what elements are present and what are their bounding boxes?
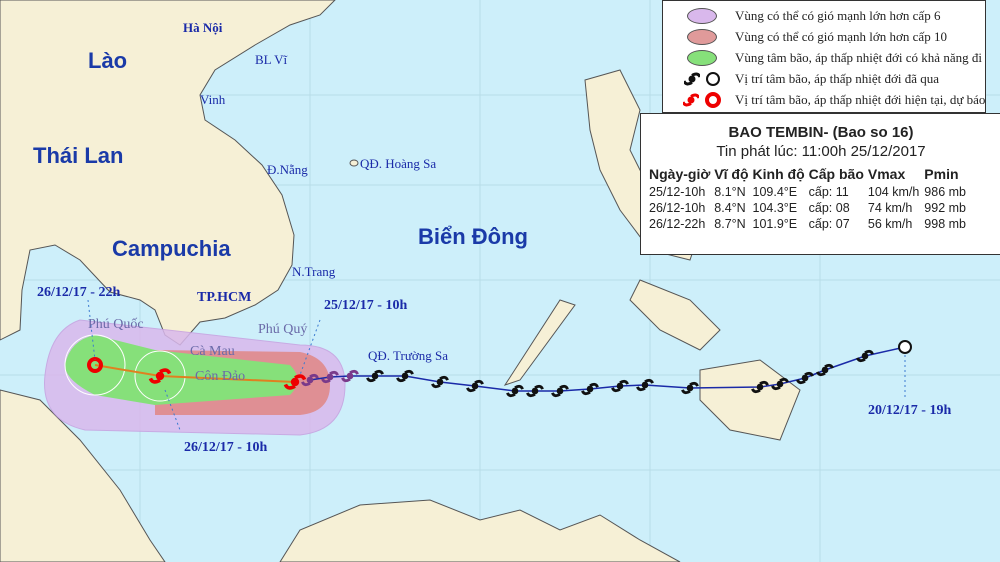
red-storm-icon xyxy=(683,93,699,106)
label-time-26-22h: 26/12/17 - 22h xyxy=(37,285,121,300)
label-time-20-19h: 20/12/17 - 19h xyxy=(868,403,952,418)
mindanao xyxy=(699,359,801,441)
past-storm-icon xyxy=(366,369,384,383)
current-storm-icon xyxy=(283,374,307,390)
past-storm-icon xyxy=(526,384,544,398)
past-storm-icon xyxy=(856,349,874,363)
past-storm-icon xyxy=(321,370,339,384)
forecast-storm-icon xyxy=(148,368,172,384)
past-storm-icon xyxy=(431,375,449,389)
mainland xyxy=(0,0,336,346)
palawan xyxy=(503,299,576,386)
label-tphcm: TP.HCM xyxy=(197,290,252,305)
label-truong-sa: QĐ. Trường Sa xyxy=(368,348,449,363)
past-storm-icon xyxy=(681,381,699,395)
label-danang: Đ.Nẵng xyxy=(267,162,308,177)
violet-ellipse-icon xyxy=(687,7,717,24)
legend-item: Vùng tâm bão, áp thấp nhiệt đới có khả n… xyxy=(663,47,985,68)
borneo xyxy=(279,499,681,562)
black-storm-icon xyxy=(684,72,700,85)
green-ellipse-icon xyxy=(687,49,717,66)
table-row: 26/12-10h 8.4°N 104.3°E cấp: 08 74 km/h 992 m… xyxy=(649,201,966,215)
label-hoang-sa: QĐ. Hoàng Sa xyxy=(360,156,437,171)
past-storm-icon xyxy=(466,379,484,393)
storm-info-panel: BAO TEMBIN- (Bao so 16) Tin phát lúc: 11… xyxy=(640,113,1000,255)
malay-peninsula xyxy=(0,389,166,562)
past-track xyxy=(301,346,906,398)
label-vinh: Vinh xyxy=(200,92,226,107)
legend-item: Vùng có thể có gió mạnh lớn hơn cấp 10 xyxy=(663,26,985,47)
past-storm-icon xyxy=(611,379,629,393)
past-storm-icon xyxy=(506,384,524,398)
label-con-dao: Côn Đảo xyxy=(195,369,246,384)
label-phu-quy: Phú Quý xyxy=(258,322,308,337)
past-storm-icon xyxy=(581,382,599,396)
past-storm-icon xyxy=(301,373,319,387)
label-time-25-10h: 25/12/17 - 10h xyxy=(324,298,408,313)
forecast-zones xyxy=(44,319,346,436)
past-storm-icon xyxy=(751,380,769,394)
leader-lines xyxy=(87,299,906,431)
table-row: 25/12-10h 8.1°N 109.4°E cấp: 11 104 km/h 986 … xyxy=(649,185,966,199)
legend-item: Vùng có thể có gió mạnh lớn hơn cấp 6 xyxy=(663,5,985,26)
label-phu-quoc: Phú Quốc xyxy=(88,317,144,332)
storm-title: BAO TEMBIN- (Bao so 16) xyxy=(728,124,914,141)
forecast-positions xyxy=(87,340,912,390)
black-circle-icon xyxy=(706,71,720,86)
forecast-table: Ngày-giờ Vĩ độ Kinh độ Cấp bão Vmax Pmin 25/1… xyxy=(649,164,971,232)
forecast-point xyxy=(87,357,103,373)
label-bien-dong: Biển Đông xyxy=(418,224,528,249)
past-storm-icon xyxy=(636,378,654,392)
start-point xyxy=(898,340,912,354)
label-nha-trang: N.Trang xyxy=(292,264,336,279)
red-ellipse-icon xyxy=(687,28,717,45)
legend-item: Vị trí tâm bão, áp thấp nhiệt đới đã qua xyxy=(663,68,985,89)
legend-item: Vị trí tâm bão, áp thấp nhiệt đới hiện t… xyxy=(663,89,985,110)
past-storm-icon xyxy=(341,369,359,383)
label-hanoi: Hà Nội xyxy=(183,20,223,35)
label-ca-mau: Cà Mau xyxy=(190,344,235,359)
label-bl-vi: BL Vĩ xyxy=(255,52,288,67)
label-thailand: Thái Lan xyxy=(33,143,124,168)
past-storm-icon xyxy=(396,369,414,383)
label-cambodia: Campuchia xyxy=(112,236,231,261)
label-laos: Lào xyxy=(88,48,128,73)
legend: Vùng có thể có gió mạnh lớn hơn cấp 6 Vù… xyxy=(662,0,986,113)
red-circle-icon xyxy=(705,91,721,108)
past-storm-icon xyxy=(816,363,834,377)
table-row: 26/12-22h 8.7°N 101.9°E cấp: 07 56 km/h 998 m… xyxy=(649,217,966,231)
track-line xyxy=(309,346,906,392)
past-storm-icon xyxy=(796,371,814,385)
philippines-central xyxy=(629,279,721,351)
past-storm-icon xyxy=(771,377,789,391)
issued-time: Tin phát lúc: 11:00h 25/12/2017 xyxy=(716,143,926,160)
past-storm-icon xyxy=(551,384,569,398)
label-time-26-10h: 26/12/17 - 10h xyxy=(184,440,268,455)
